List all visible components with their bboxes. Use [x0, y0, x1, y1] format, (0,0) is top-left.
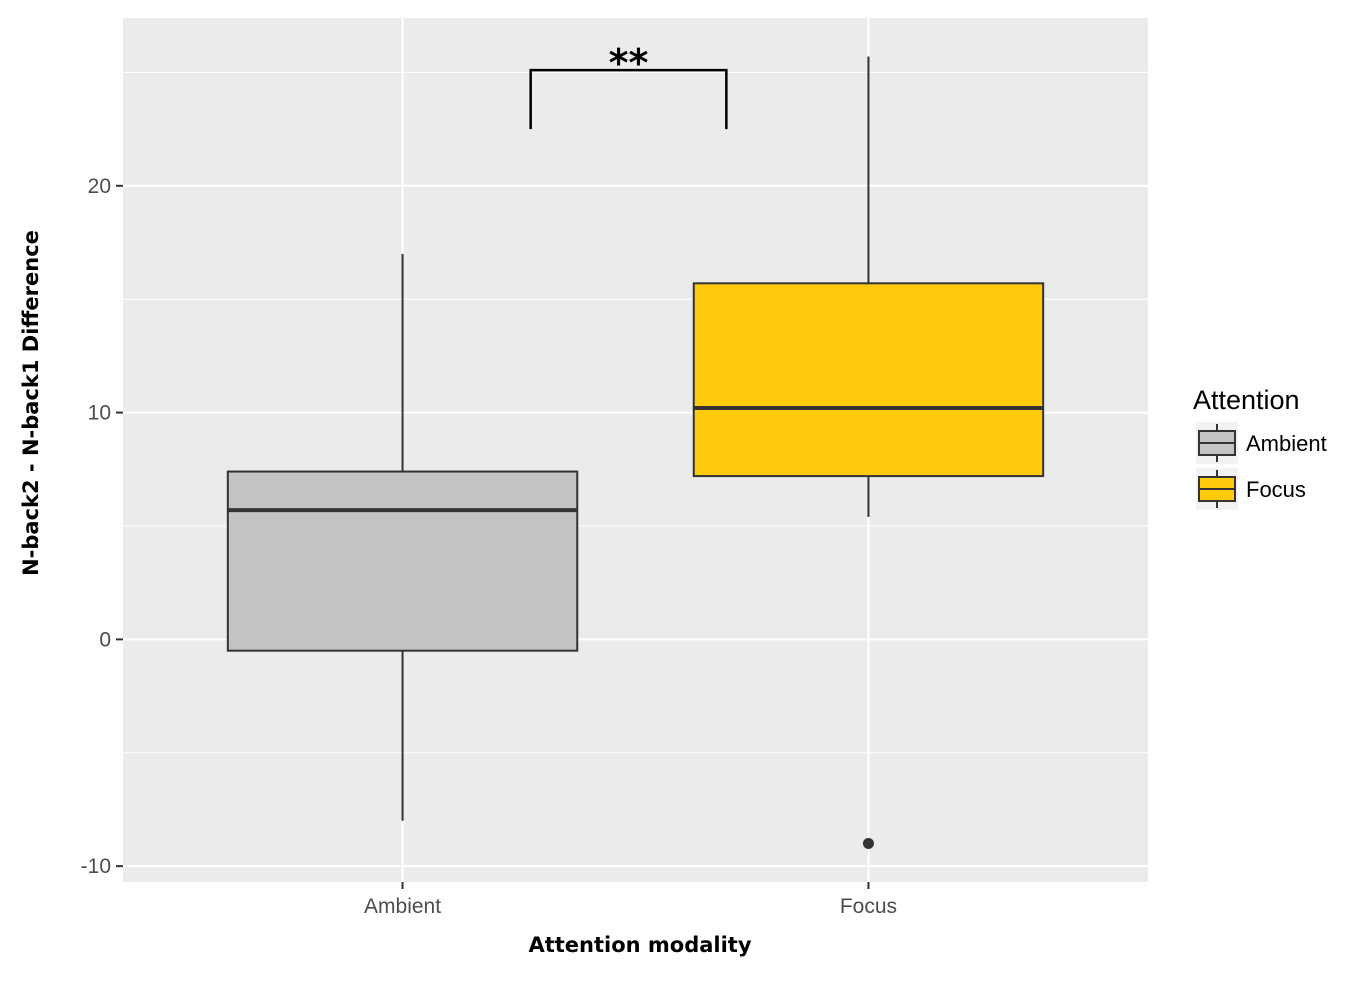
outlier-point [862, 837, 874, 849]
y-tick-label: -10 [81, 855, 111, 878]
x-tick-label: Ambient [364, 895, 441, 918]
legend-item-focus: Focus [1196, 468, 1306, 510]
legend: Attention Ambient Focus [1193, 385, 1327, 510]
box-body [692, 282, 1045, 478]
box-body [226, 470, 579, 652]
y-axis-title: N-back2 - N-back1 Difference [19, 230, 43, 576]
boxes [226, 56, 1045, 849]
y-tick-label: 10 [88, 402, 111, 425]
box-focus [692, 56, 1045, 849]
y-axis: -10 0 10 20 [81, 175, 123, 878]
legend-label: Ambient [1246, 431, 1327, 456]
legend-items: Ambient Focus [1196, 422, 1327, 510]
x-axis: Ambient Focus [364, 882, 897, 918]
significance-label: ** [609, 41, 649, 85]
significance-bracket: ** [529, 41, 728, 130]
legend-title: Attention [1193, 385, 1300, 415]
y-tick-label: 0 [99, 628, 111, 651]
box-ambient [226, 253, 579, 821]
x-tick-label: Focus [840, 895, 897, 918]
legend-label: Focus [1246, 477, 1306, 502]
legend-item-ambient: Ambient [1196, 422, 1327, 464]
y-tick-label: 20 [88, 175, 111, 198]
x-axis-title: Attention modality [528, 933, 751, 957]
bracket-line [529, 68, 728, 130]
